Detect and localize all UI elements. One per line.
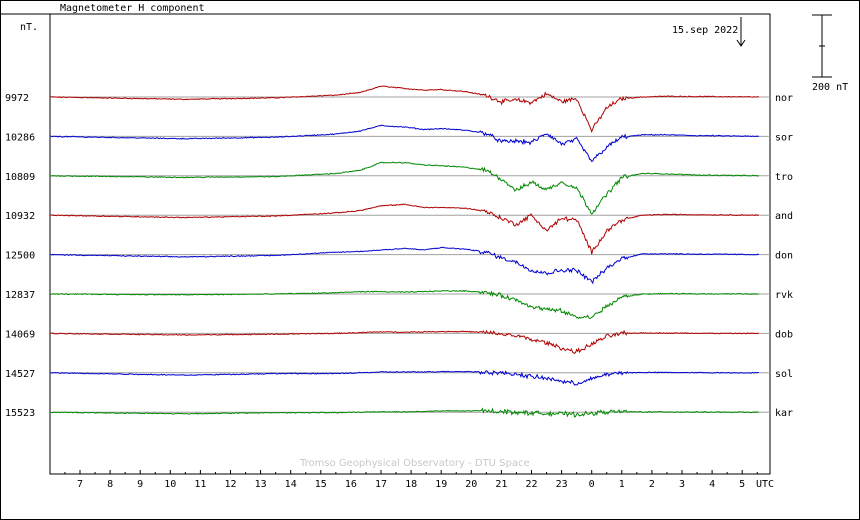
station-label-tro: tro (775, 172, 793, 183)
x-tick-label-14: 14 (285, 479, 297, 490)
station-label-don: don (775, 251, 793, 262)
x-tick-label-12: 12 (224, 479, 236, 490)
baseline-value-tro: 10809 (5, 172, 35, 183)
series-line-don (50, 246, 760, 285)
x-tick-label-9: 9 (137, 479, 143, 490)
baseline-labels: 9972 10286 10809 10932 12500 12837 14069 14527 1… (5, 93, 35, 419)
x-tick-label-2: 2 (649, 479, 655, 490)
series-line-sor (50, 124, 759, 163)
station-label-and: and (775, 211, 793, 222)
baseline-value-nor: 9972 (5, 93, 29, 104)
x-tick-label-13: 13 (255, 479, 267, 490)
x-tick-label-0: 0 (589, 479, 595, 490)
x-tick-label-22: 22 (525, 479, 537, 490)
series-line-rvk (50, 289, 759, 320)
station-label-dob: dob (775, 329, 793, 340)
baseline-value-rvk: 12837 (5, 290, 35, 301)
credit-text: Tromso Geophysical Observatory - DTU Spa… (299, 458, 530, 469)
baseline-value-dob: 14069 (5, 329, 35, 340)
x-ticks: 7 8 9 10 11 12 13 14 15 16 17 18 19 20 21 22 23 0 1 2 3 4 5 (64, 470, 758, 490)
series-line-tro (50, 161, 760, 215)
x-tick-label-17: 17 (375, 479, 387, 490)
x-tick-label-16: 16 (345, 479, 357, 490)
x-tick-label-15: 15 (315, 479, 327, 490)
x-tick-label-19: 19 (435, 479, 447, 490)
x-tick-label-1: 1 (619, 479, 625, 490)
baseline-value-don: 12500 (5, 251, 35, 262)
series-line-kar (50, 407, 759, 418)
x-unit-label: UTC (756, 479, 774, 490)
plot-area (49, 13, 771, 475)
date-label: 15.sep 2022 (672, 25, 738, 36)
scale-bar-label: 200 nT (812, 82, 848, 93)
x-tick-label-10: 10 (164, 479, 176, 490)
series-line-dob (50, 329, 759, 355)
y-unit-label: nT. (20, 22, 38, 33)
station-labels: nor sor tro and don rvk dob sol kar (775, 93, 793, 419)
station-label-sor: sor (775, 132, 793, 143)
baseline-value-sol: 14527 (5, 369, 35, 380)
series-line-sol (49, 370, 759, 386)
x-tick-label-8: 8 (107, 479, 113, 490)
x-tick-label-3: 3 (679, 479, 685, 490)
series-line-and (50, 203, 759, 255)
x-tick-label-11: 11 (194, 479, 206, 490)
baselines (50, 96, 770, 413)
x-tick-label-4: 4 (709, 479, 715, 490)
baseline-value-and: 10932 (5, 211, 35, 222)
station-label-kar: kar (775, 408, 793, 419)
station-label-rvk: rvk (775, 290, 793, 301)
date-arrow-icon (736, 17, 746, 47)
baseline-value-sor: 10286 (5, 132, 35, 143)
x-tick-label-20: 20 (465, 479, 477, 490)
series-lines (49, 85, 760, 418)
x-tick-label-21: 21 (495, 479, 507, 490)
x-tick-label-23: 23 (556, 479, 568, 490)
series-line-nor (50, 85, 759, 133)
chart-title: Magnetometer H component (60, 3, 205, 14)
station-label-nor: nor (775, 93, 793, 104)
scale-bar (812, 14, 832, 78)
station-label-sol: sol (775, 369, 793, 380)
baseline-value-kar: 15523 (5, 408, 35, 419)
x-tick-label-5: 5 (739, 479, 745, 490)
x-tick-label-7: 7 (77, 479, 83, 490)
x-tick-label-18: 18 (405, 479, 417, 490)
